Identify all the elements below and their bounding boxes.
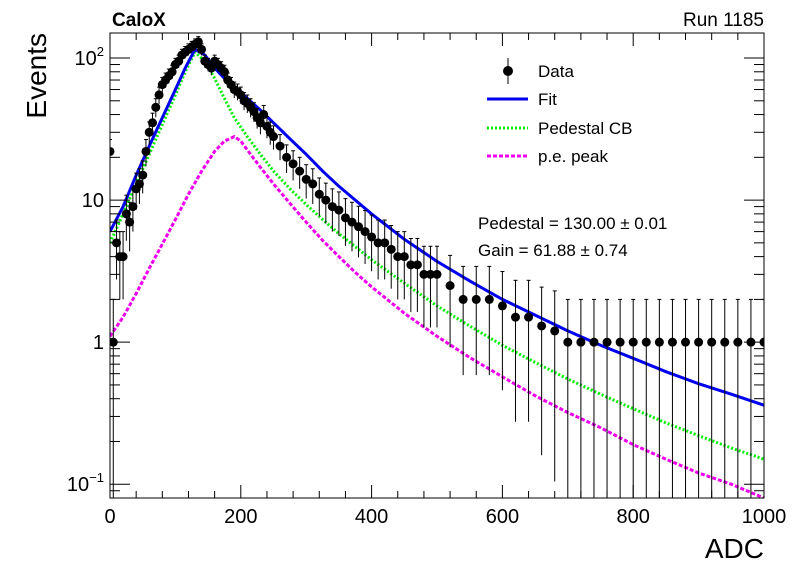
data-point (550, 290, 560, 482)
gain-stat: Gain = 61.88 ± 0.74 (478, 241, 628, 260)
data-point (707, 298, 717, 498)
data-point (301, 164, 311, 199)
data-point (471, 265, 481, 376)
legend-label-fit: Fit (538, 90, 557, 109)
data-point (125, 201, 135, 252)
data-point (141, 139, 151, 167)
data-point (458, 265, 468, 376)
data-point (314, 177, 324, 217)
data-point (121, 194, 131, 241)
data-point (681, 298, 691, 498)
data-point (602, 298, 612, 498)
x-tick-label: 200 (224, 506, 257, 528)
run-label: Run 1185 (683, 10, 764, 31)
y-axis: 10−1 1 10 102 (67, 44, 764, 499)
data-point (497, 271, 507, 391)
y-tick-label: 10−1 (67, 470, 104, 496)
data-point (308, 168, 318, 204)
data-point (380, 219, 390, 280)
data-point (524, 279, 534, 422)
data-point (694, 298, 704, 498)
plot-frame (109, 32, 765, 499)
data-point (445, 254, 455, 348)
legend-label-data: Data (538, 62, 574, 81)
data-point (340, 198, 350, 246)
data-point (110, 139, 115, 167)
data-point (589, 298, 599, 498)
data-point (641, 298, 651, 498)
data-point (269, 125, 278, 150)
data-point (138, 160, 148, 194)
data-point (282, 144, 292, 173)
data-point (148, 112, 158, 135)
data-point (654, 298, 664, 498)
data-point (537, 286, 547, 456)
x-tick-label: 400 (355, 506, 388, 528)
data-point (667, 298, 677, 498)
pedestal-stat: Pedestal = 130.00 ± 0.01 (478, 214, 667, 233)
data-point (360, 209, 370, 264)
data-point (615, 298, 625, 498)
data-point (118, 231, 128, 300)
data-point (334, 191, 344, 237)
data-point (720, 298, 730, 498)
data-point (412, 237, 422, 313)
legend-label-pedestal: Pedestal CB (538, 119, 633, 138)
data-point (628, 298, 638, 498)
y-tick-label: 1 (93, 332, 104, 354)
legend-data-marker (503, 58, 513, 84)
data-point (576, 298, 586, 498)
curve-fit (110, 47, 764, 407)
data-point (347, 201, 357, 252)
fit-curves (110, 47, 764, 498)
data-point (321, 182, 331, 224)
data-point (393, 231, 403, 300)
data-point (354, 205, 364, 258)
x-tick-label: 800 (617, 506, 650, 528)
experiment-label: CaloX (112, 10, 166, 31)
y-tick-label: 10 (82, 190, 104, 212)
y-axis-title: Events (21, 33, 52, 119)
data-point (219, 64, 229, 80)
x-tick-label: 1000 (742, 506, 787, 528)
x-axis-title: ADC (705, 533, 764, 564)
data-point (563, 298, 573, 498)
data-point (367, 214, 377, 272)
x-tick-label: 600 (486, 506, 519, 528)
data-point (327, 188, 337, 232)
x-tick-label: 0 (104, 506, 115, 528)
data-point (406, 237, 416, 313)
data-point (484, 265, 494, 376)
data-point (288, 150, 298, 181)
data-point (425, 245, 435, 328)
data-point (373, 219, 383, 280)
data-point (197, 43, 207, 56)
data-point (399, 231, 409, 300)
legend-label-pe: p.e. peak (538, 147, 608, 166)
data-point (733, 298, 743, 498)
x-axis: 0 200 400 600 800 1000 (104, 33, 786, 528)
data-point (275, 134, 285, 161)
data-point (386, 225, 396, 289)
legend: Data Fit Pedestal CB p.e. peak (487, 58, 633, 166)
curve-p-e-peak (110, 134, 764, 498)
y-tick-label: 102 (75, 44, 104, 70)
data-point (419, 245, 429, 328)
data-points (110, 36, 764, 498)
data-point (295, 156, 305, 189)
data-point (432, 245, 442, 328)
data-point (510, 279, 520, 422)
